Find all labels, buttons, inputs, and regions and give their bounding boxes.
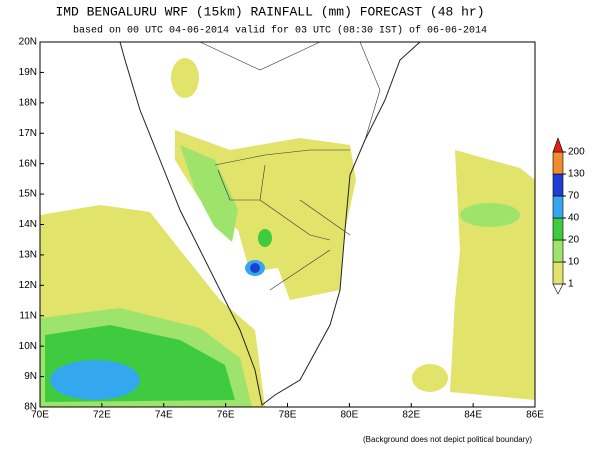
rain-area <box>180 145 238 242</box>
y-tick-label: 18N <box>19 97 37 108</box>
x-tick-label: 78E <box>279 410 297 421</box>
colorbar-end <box>552 137 564 153</box>
y-tick-label: 20N <box>19 37 37 48</box>
rain-area <box>460 203 520 227</box>
rain-area <box>171 58 199 98</box>
colorbar-cell <box>552 217 564 241</box>
x-tick-label: 76E <box>217 410 235 421</box>
y-tick-label: 9N <box>24 371 37 382</box>
y-tick-label: 17N <box>19 128 37 139</box>
colorbar-cell <box>552 195 564 219</box>
y-tick-label: 11N <box>19 310 37 321</box>
y-tick-label: 12N <box>19 280 37 291</box>
x-tick-label: 80E <box>340 410 358 421</box>
colorbar-end <box>552 283 564 295</box>
footnote: (Background does not depict political bo… <box>363 435 532 444</box>
y-tick-label: 15N <box>19 189 37 200</box>
x-tick-label: 84E <box>464 410 482 421</box>
y-tick-label: 13N <box>19 250 37 261</box>
rainfall-field <box>40 58 535 407</box>
coastline <box>119 41 421 406</box>
y-tick-label: 16N <box>19 158 37 169</box>
y-tick-label: 10N <box>19 341 37 352</box>
x-tick-label: 70E <box>31 410 49 421</box>
colorbar-cell <box>552 151 564 175</box>
colorbar-label: 130 <box>568 169 585 180</box>
colorbar-label: 10 <box>568 257 580 268</box>
rain-area <box>412 364 448 392</box>
x-tick-label: 82E <box>402 410 420 421</box>
y-tick-label: 14N <box>19 219 37 230</box>
colorbar-label: 200 <box>568 147 585 158</box>
colorbar-cell <box>552 173 564 197</box>
colorbar-label: 70 <box>568 191 580 202</box>
boundary <box>199 41 381 291</box>
rain-area <box>450 150 535 400</box>
y-tick-label: 8N <box>24 402 37 413</box>
title: IMD BENGALURU WRF (15km) RAINFALL (mm) F… <box>55 4 484 19</box>
colorbar: 1 10 20 40 70 130 200 <box>552 137 585 295</box>
y-tick-label: 19N <box>19 67 37 78</box>
rain-area <box>250 263 260 273</box>
x-tick-label: 86E <box>526 410 544 421</box>
colorbar-cell <box>552 239 564 263</box>
colorbar-label: 1 <box>568 279 574 290</box>
x-tick-label: 74E <box>155 410 173 421</box>
rain-area <box>50 360 140 400</box>
colorbar-label: 40 <box>568 213 580 224</box>
rain-area <box>258 229 272 247</box>
colorbar-cell <box>552 261 564 285</box>
x-tick-label: 72E <box>93 410 111 421</box>
subtitle: based on 00 UTC 04-06-2014 valid for 03 … <box>73 25 487 37</box>
colorbar-label: 20 <box>568 235 580 246</box>
